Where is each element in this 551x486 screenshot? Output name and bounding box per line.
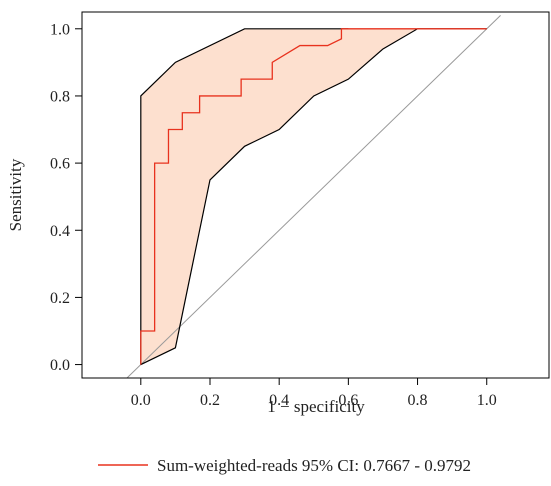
ci-band [140,28,487,365]
y-tick-label: 1.0 [50,21,70,38]
x-tick-label: 0.6 [338,392,358,409]
y-axis: 0.0 0.2 0.4 0.6 0.8 1.0 [50,21,82,374]
y-tick-label: 0.4 [50,223,70,240]
x-tick-label: 0.4 [269,392,289,409]
legend: Sum-weighted-reads 95% CI: 0.7667 - 0.97… [98,456,471,475]
ci-upper-line [140,28,349,365]
y-axis-title: Sensitivity [6,158,25,231]
ci-lower-line [140,28,487,366]
plot-frame [81,11,550,379]
y-tick-label: 0.2 [50,290,70,307]
legend-label-roc: Sum-weighted-reads 95% CI: 0.7667 - 0.97… [157,456,471,475]
x-tick-label: 0.0 [131,392,151,409]
roc-curve-line [140,28,487,365]
y-tick-label: 0.8 [50,88,70,105]
x-tick-label: 1.0 [477,392,497,409]
y-tick-label: 0.6 [50,156,70,173]
diagonal-reference-line [126,15,501,378]
plot-area [126,15,501,378]
x-axis: 0.0 0.2 0.4 0.6 0.8 1.0 [131,378,497,409]
x-axis-title: 1 − specificity [267,397,365,416]
x-tick-label: 0.2 [200,392,220,409]
x-tick-label: 0.8 [408,392,428,409]
y-tick-label: 0.0 [50,357,70,374]
